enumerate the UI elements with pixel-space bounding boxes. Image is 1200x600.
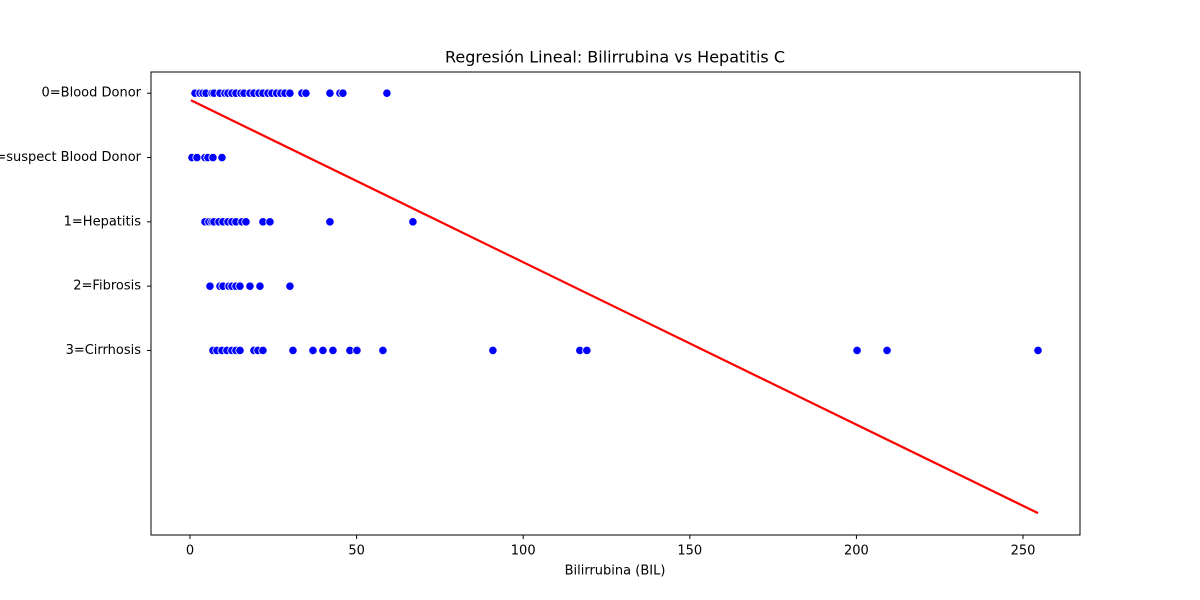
y-tick-label: 0s=suspect Blood Donor [0, 150, 142, 165]
data-point [328, 345, 338, 356]
data-point [285, 88, 295, 98]
x-tick-label: 200 [844, 544, 869, 559]
data-point [582, 345, 592, 356]
x-tick-label: 0 [186, 544, 194, 559]
x-tick-label: 50 [348, 544, 365, 559]
data-point [258, 345, 268, 356]
data-point [208, 152, 218, 163]
plot-frame [150, 71, 1081, 536]
data-point [245, 281, 255, 291]
y-tick-label: 2=Fibrosis [73, 279, 141, 294]
y-tick-label: 0=Blood Donor [42, 86, 142, 101]
x-tick-label: 100 [511, 544, 536, 559]
data-point [852, 345, 862, 356]
data-point [338, 88, 348, 98]
data-point [382, 88, 392, 98]
x-tick-label: 250 [1011, 544, 1036, 559]
data-point [217, 152, 227, 163]
data-point [192, 152, 202, 163]
data-point [205, 281, 215, 291]
data-point [318, 345, 328, 356]
data-point [325, 88, 335, 98]
data-point [352, 345, 362, 356]
y-tick-label: 3=Cirrhosis [66, 343, 142, 358]
data-point [288, 345, 298, 356]
data-point [235, 345, 245, 356]
data-point [408, 217, 418, 227]
data-point [882, 345, 892, 356]
data-point [378, 345, 388, 356]
data-point [1033, 345, 1043, 356]
x-axis-label: Bilirrubina (BIL) [565, 564, 666, 579]
data-point [241, 217, 251, 227]
data-point [265, 217, 275, 227]
data-point [301, 88, 311, 98]
y-tick-label: 1=Hepatitis [64, 214, 142, 229]
data-point [325, 217, 335, 227]
data-point [235, 281, 245, 291]
data-point [255, 281, 265, 291]
chart-title: Regresión Lineal: Bilirrubina vs Hepatit… [445, 48, 785, 67]
data-point [488, 345, 498, 356]
x-tick-label: 150 [677, 544, 702, 559]
data-point [285, 281, 295, 291]
regression-line [190, 99, 1039, 515]
data-point [308, 345, 318, 356]
